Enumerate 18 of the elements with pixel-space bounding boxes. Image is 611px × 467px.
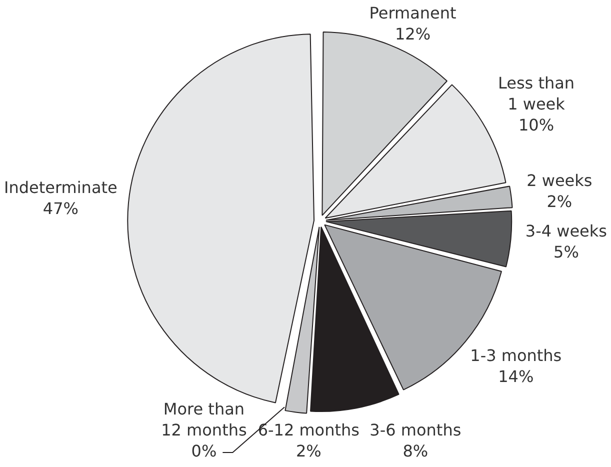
slice-label: 6-12 months [258, 420, 360, 440]
data-label: 14% [498, 366, 534, 386]
data-label: 47% [42, 199, 78, 218]
slice-label: Less than 1 week [498, 74, 575, 114]
slice-label: 1-3 months [470, 346, 562, 365]
slice-label: 3-4 weeks [525, 221, 607, 240]
slice-label: Permanent [369, 4, 456, 23]
category-label: More than 12 months [161, 400, 247, 440]
data-label: 2% [546, 192, 572, 211]
data-label: 10% [518, 116, 554, 135]
slice-label: Indeterminate [4, 178, 118, 198]
data-label: 5% [554, 242, 579, 262]
data-label: 12% [394, 24, 431, 44]
slice-label: 3-6 months [370, 420, 462, 440]
slice-label: 2 weeks [526, 170, 592, 190]
text: 0% [191, 442, 217, 461]
data-label: 8% [402, 442, 428, 461]
data-label: 2% [296, 442, 322, 461]
